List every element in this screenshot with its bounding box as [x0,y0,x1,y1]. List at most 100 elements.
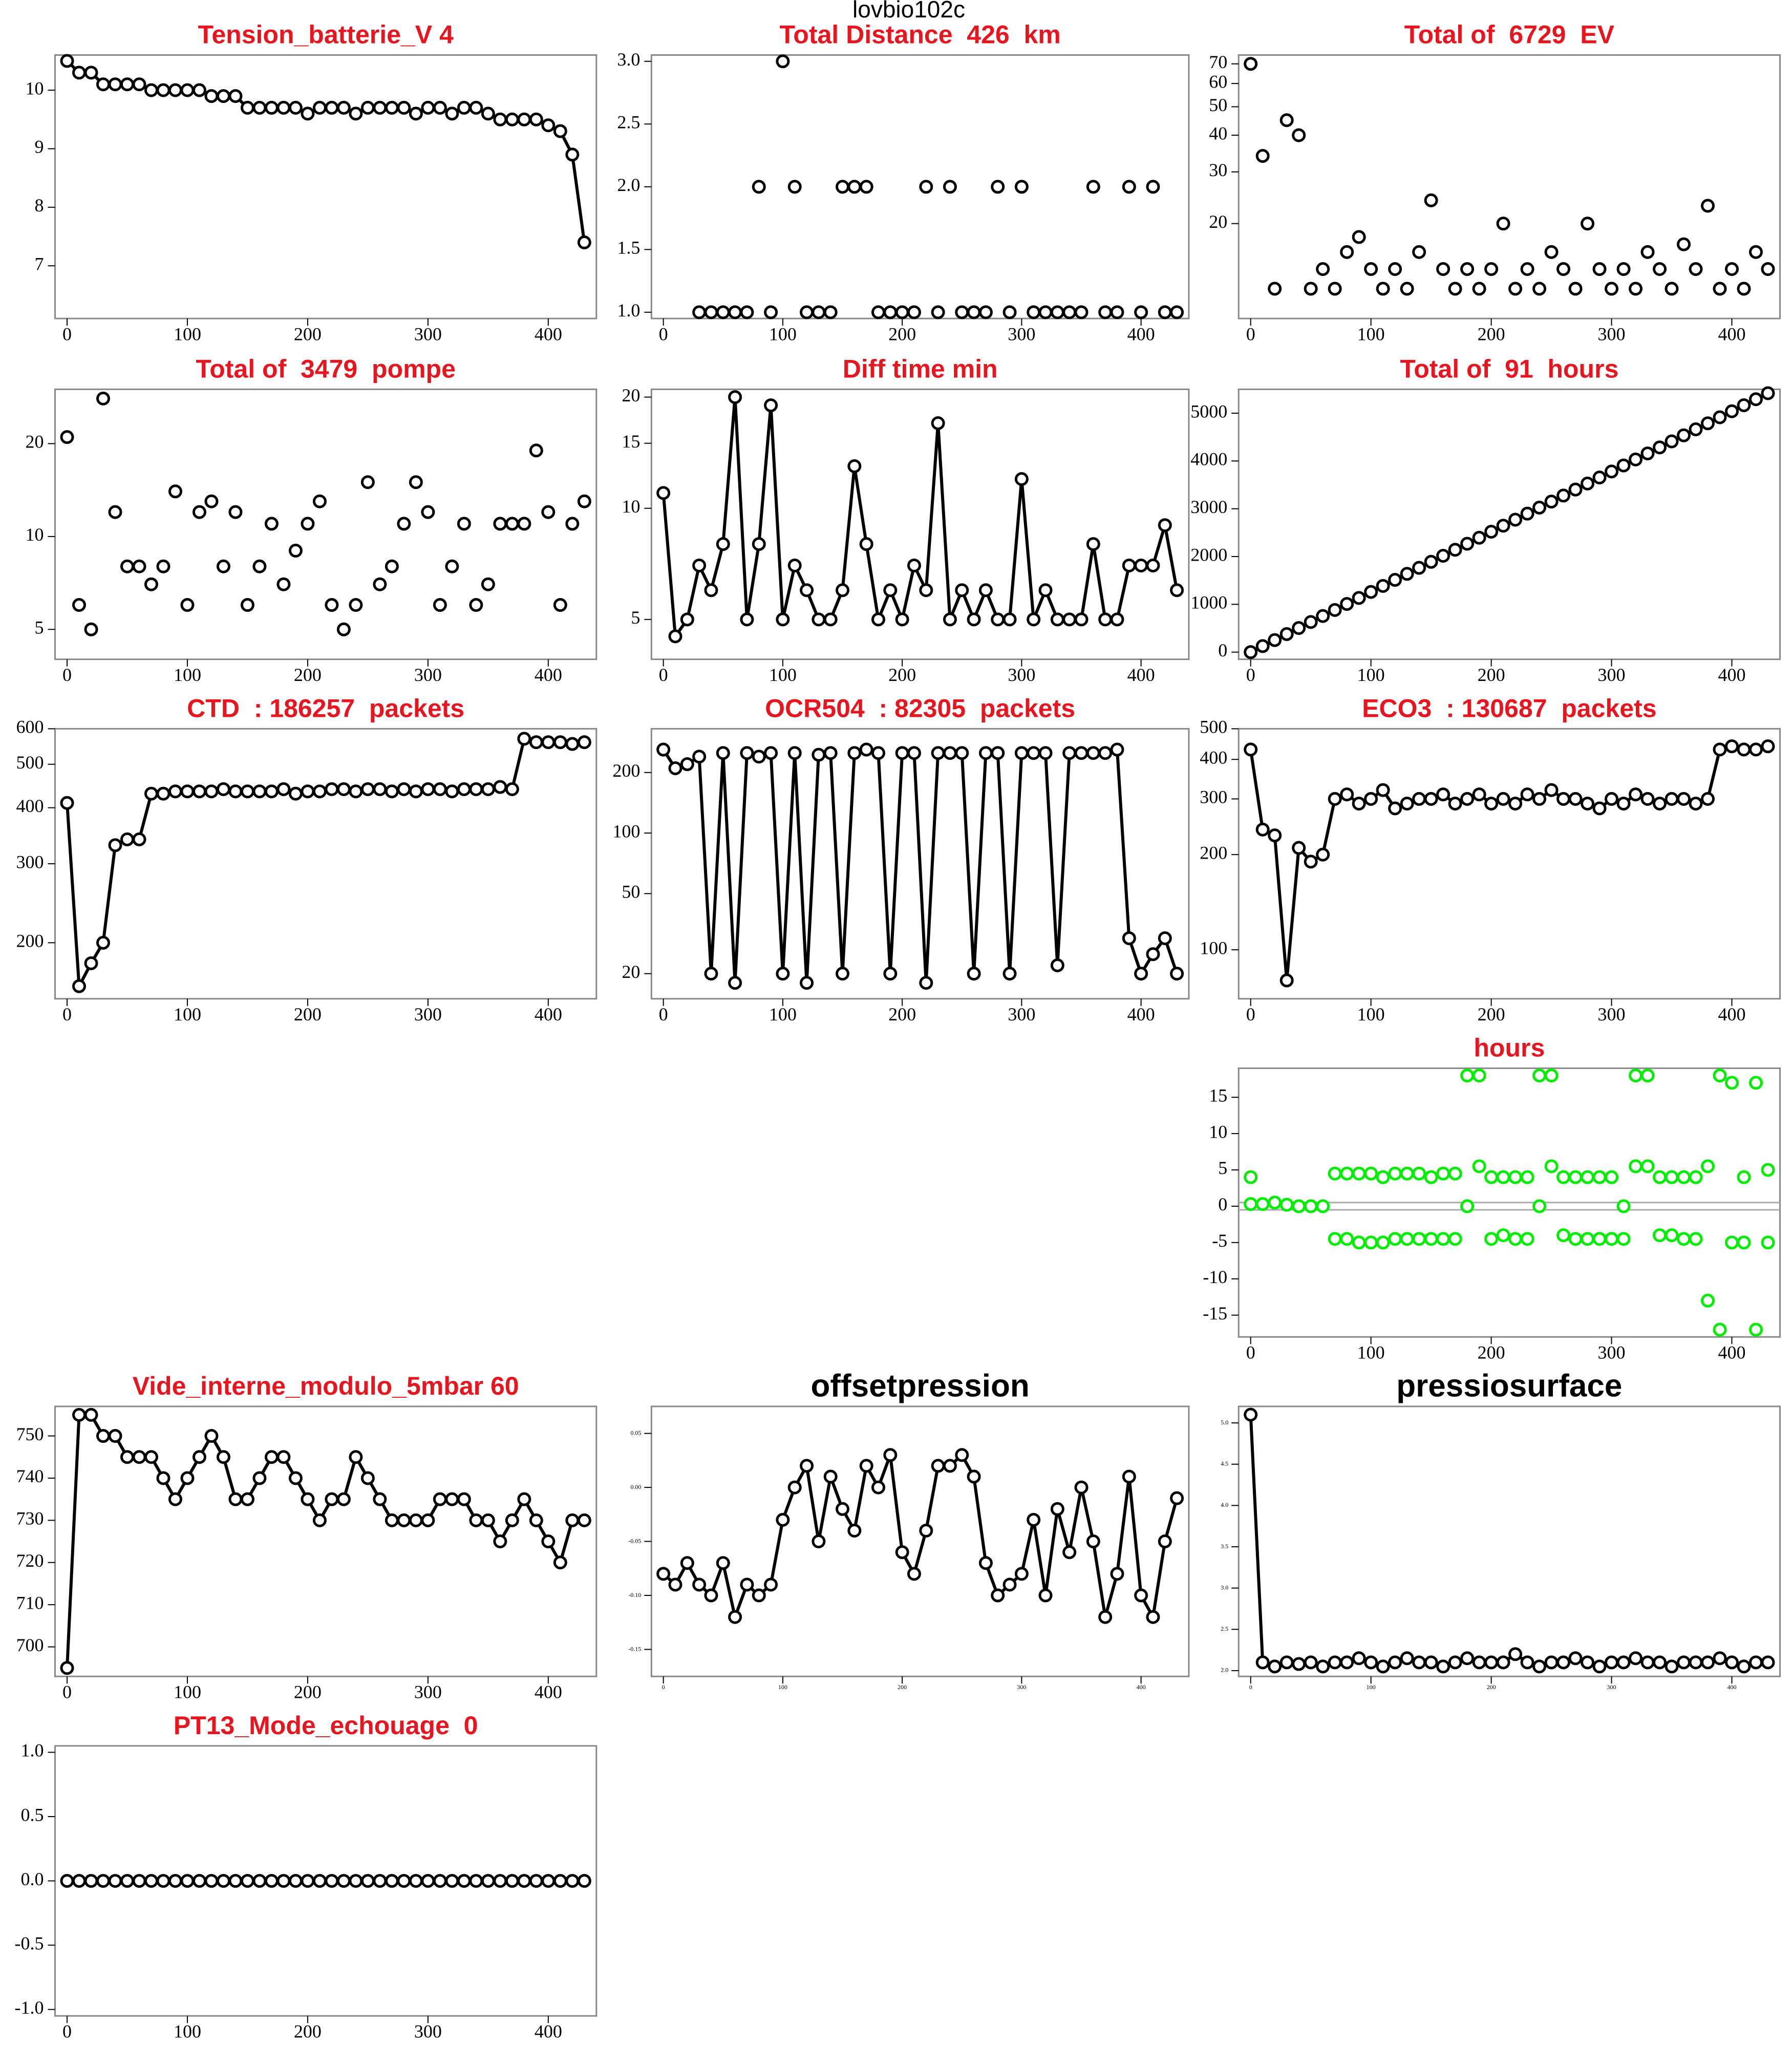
data-point [1665,792,1679,806]
data-point [1556,1655,1571,1670]
data-point [60,796,74,810]
data-point [1328,282,1342,296]
data-point [168,784,182,799]
y-tick-label: 0 [1218,640,1227,660]
x-tick-label: 100 [1357,1342,1385,1362]
data-point [764,305,778,319]
data-point [752,1588,766,1603]
data-point [493,780,507,794]
x-tick-label: 400 [1127,324,1155,344]
data-point [96,77,111,92]
data-point [1424,1655,1438,1670]
data-point [1340,597,1354,611]
data-point [907,746,921,760]
data-point [883,967,898,981]
data-point [1677,428,1691,442]
y-tick-label: 7 [35,253,44,274]
data-point [1701,416,1715,431]
data-point [1556,1170,1571,1184]
data-point [1110,305,1124,319]
y-tick-label: 1.5 [617,238,640,258]
data-point [301,784,315,799]
data-point [1508,1647,1523,1661]
data-point [1436,1659,1450,1674]
data-point [1689,262,1703,276]
data-point [978,305,993,319]
data-point [1098,612,1113,627]
data-point [1328,1655,1342,1670]
x-tick-label: 300 [1598,1342,1626,1362]
data-point [565,1874,580,1888]
data-point [457,1492,471,1506]
data-point [752,537,766,551]
data-point [312,1874,327,1888]
data-point [1340,787,1354,802]
data-point [1364,1655,1378,1670]
data-point [680,612,694,627]
data-point [1268,282,1282,296]
y-tick-label: -0.05 [628,1537,641,1544]
data-point [1316,847,1330,862]
data-point [216,1874,230,1888]
data-point [529,112,543,126]
data-point [1268,633,1282,647]
data-point [336,100,351,115]
data-point [240,598,254,612]
data-point [553,124,567,138]
data-point [1665,434,1679,449]
data-point [1748,392,1763,407]
data-point [1412,1166,1426,1181]
data-point [96,935,111,950]
data-point [325,598,339,612]
data-point [1050,612,1064,627]
data-point [529,1874,543,1888]
data-point [776,54,790,69]
data-point [1701,199,1715,213]
x-tick-label: 300 [1017,1683,1026,1691]
data-point [1496,217,1510,231]
data-point [1400,1166,1414,1181]
panel-title: OCR504 : 82305 packets [765,694,1075,723]
data-point [1713,1322,1727,1337]
y-tick-label: 20 [26,432,44,452]
data-point [752,180,766,194]
data-point [680,757,694,772]
data-point [373,577,387,591]
data-point [1460,1651,1475,1666]
data-point [1568,792,1583,806]
x-tick-label: 100 [778,1683,787,1691]
data-point [1581,217,1595,231]
data-point [264,100,279,115]
data-point [1592,262,1607,276]
data-point [1364,792,1378,806]
data-point [1027,746,1041,760]
data-point [469,598,483,612]
data-point [1388,1655,1402,1670]
data-point [1592,1659,1607,1674]
data-point [421,505,435,519]
data-point [1002,305,1017,319]
data-point [740,305,754,319]
data-point [385,784,399,799]
data-point [1448,543,1462,557]
data-point [469,1513,483,1527]
data-point [847,180,862,194]
data-point [776,967,790,981]
data-point [264,1874,279,1888]
x-tick-label: 300 [1607,1683,1616,1691]
data-point [1460,1199,1475,1213]
data-point [1146,947,1160,962]
data-point [385,559,399,573]
data-point [1653,262,1667,276]
data-point [529,1513,543,1527]
data-point [553,598,567,612]
data-point [204,784,219,799]
data-point [1689,796,1703,810]
data-point [1629,452,1643,466]
x-tick-label: 0 [62,1682,72,1702]
data-point [252,784,267,799]
data-point [1328,792,1342,806]
data-point [1244,1197,1258,1211]
y-tick-label: 5.0 [1221,1419,1228,1426]
